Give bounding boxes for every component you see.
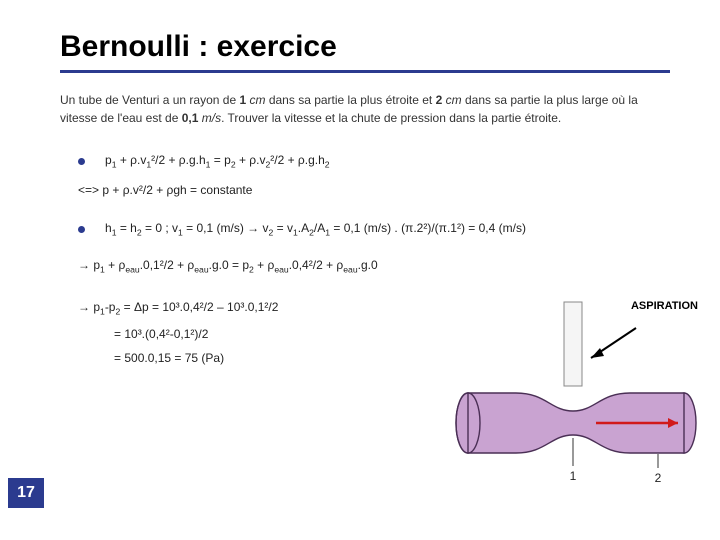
equation-1: p1 + ρ.v1²/2 + ρ.g.h1 = p2 + ρ.v2²/2 + ρ… xyxy=(105,153,330,169)
title-underline xyxy=(60,70,670,73)
page-number: 17 xyxy=(8,478,44,508)
problem-statement: Un tube de Venturi a un rayon de 1 cm da… xyxy=(60,91,670,127)
implication-2: → p1 + ρeau.0,1²/2 + ρeau.g.0 = p2 + ρea… xyxy=(78,258,670,274)
marker-2-label: 2 xyxy=(655,471,662,485)
marker-1-label: 1 xyxy=(570,469,577,483)
bullet-icon xyxy=(78,158,85,165)
slide-title: Bernoulli : exercice xyxy=(60,30,670,64)
vertical-pipe xyxy=(564,302,582,386)
slide: Bernoulli : exercice Un tube de Venturi … xyxy=(0,0,720,540)
bullet-line-1: p1 + ρ.v1²/2 + ρ.g.h1 = p2 + ρ.v2²/2 + ρ… xyxy=(78,153,670,169)
venturi-diagram: ASPIRATION 1 2 xyxy=(446,298,706,488)
venturi-svg: 1 2 xyxy=(446,298,706,488)
bullet-icon xyxy=(78,226,85,233)
bullet-line-2: h1 = h2 = 0 ; v1 = 0,1 (m/s) → v2 = v1.A… xyxy=(78,221,670,237)
equation-2: h1 = h2 = 0 ; v1 = 0,1 (m/s) → v2 = v1.A… xyxy=(105,221,526,237)
implication-1: <=> p + ρ.v²/2 + ρgh = constante xyxy=(78,183,670,197)
aspiration-label: ASPIRATION xyxy=(631,300,698,312)
